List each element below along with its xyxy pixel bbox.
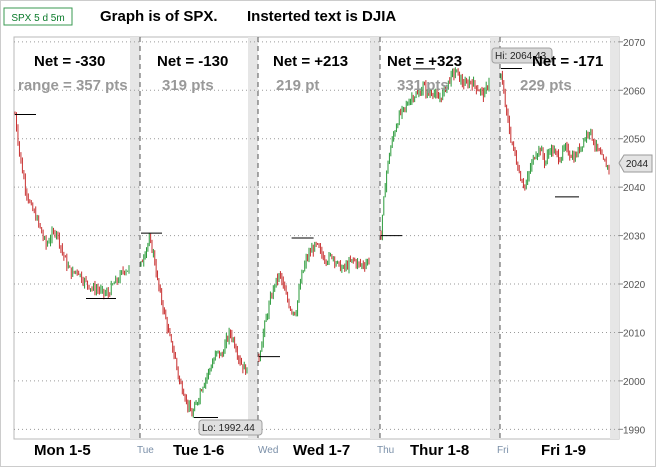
day-label-mon: Mon 1-5	[34, 442, 91, 459]
svg-text:Net = +213: Net = +213	[273, 53, 348, 70]
range-label-thu: 331 pts	[397, 77, 449, 94]
session-label-wed: Wed	[258, 445, 278, 456]
day-label-wed: Wed 1-7	[293, 442, 350, 459]
horizontal-gridlines	[14, 41, 619, 430]
net-label-thu: Net = +323	[387, 53, 462, 70]
y-tick-label: 2040	[623, 183, 646, 194]
chart-title-right: Insterted text is DJIA	[247, 8, 396, 25]
y-tick-label: 2070	[623, 38, 646, 49]
y-tick-label: 2000	[623, 377, 646, 388]
svg-text:229 pts: 229 pts	[520, 77, 572, 94]
last-price-tag: 2044	[618, 154, 653, 173]
price-bars	[14, 67, 610, 418]
session-bands	[130, 37, 619, 439]
after-hours-band	[370, 37, 380, 439]
net-label-wed: Net = +213	[273, 53, 348, 70]
after-hours-band	[248, 37, 258, 439]
chart-title-left: Graph is of SPX.	[100, 8, 218, 25]
session-label-tue: Tue	[137, 445, 154, 456]
range-label-tue: 319 pts	[162, 77, 214, 94]
svg-text:219 pt: 219 pt	[276, 77, 319, 94]
svg-text:331 pts: 331 pts	[397, 77, 449, 94]
range-label-fri: 229 pts	[520, 77, 572, 94]
y-tick-label: 2020	[623, 280, 646, 291]
low-callout-label: Lo: 1992.44	[202, 423, 255, 434]
net-label-mon: Net = -330	[34, 53, 105, 70]
range-label-mon: range = 357 pts	[18, 77, 128, 94]
y-tick-label: 2010	[623, 328, 646, 339]
plot-border	[13, 36, 620, 440]
high-callout: Hi: 2064.43	[491, 47, 553, 64]
level-markers	[15, 67, 579, 418]
svg-text:Net = -171: Net = -171	[532, 53, 603, 70]
high-callout-label: Hi: 2064.43	[495, 51, 547, 62]
symbol-badge-label: SPX 5 d 5m	[11, 13, 64, 24]
last-price-value: 2044	[626, 159, 649, 170]
net-label-tue: Net = -130	[157, 53, 228, 70]
plot-area	[13, 36, 620, 440]
low-callout: Lo: 1992.44	[198, 419, 263, 436]
symbol-badge[interactable]: SPX 5 d 5m	[3, 7, 73, 26]
session-label-fri: Fri	[497, 445, 509, 456]
day-separators	[139, 37, 501, 439]
x-axis: Mon 1-5 Tue Tue 1-6 Wed Wed 1-7 Thu Thur…	[34, 442, 586, 459]
after-hours-band	[130, 37, 140, 439]
after-hours-band	[610, 37, 619, 439]
svg-text:319 pts: 319 pts	[162, 77, 214, 94]
day-label-tue: Tue 1-6	[173, 442, 224, 459]
y-tick-label: 2030	[623, 232, 646, 243]
net-label-fri: Net = -171	[532, 53, 603, 70]
range-label-wed: 219 pt	[276, 77, 319, 94]
day-label-thu: Thur 1-8	[410, 442, 469, 459]
after-hours-band	[490, 37, 500, 439]
svg-text:range = 357 pts: range = 357 pts	[18, 77, 128, 94]
y-axis: 1990 2000 2010 2020 2030 2040 2050 2060 2070	[619, 38, 646, 436]
y-tick-label: 2060	[623, 86, 646, 97]
svg-text:Net = -330: Net = -330	[34, 53, 105, 70]
svg-text:Net = +323: Net = +323	[387, 53, 462, 70]
svg-text:Net = -130: Net = -130	[157, 53, 228, 70]
y-tick-label: 2050	[623, 135, 646, 146]
day-label-fri: Fri 1-9	[541, 442, 586, 459]
session-label-thu: Thu	[377, 445, 394, 456]
y-tick-label: 1990	[623, 425, 646, 436]
